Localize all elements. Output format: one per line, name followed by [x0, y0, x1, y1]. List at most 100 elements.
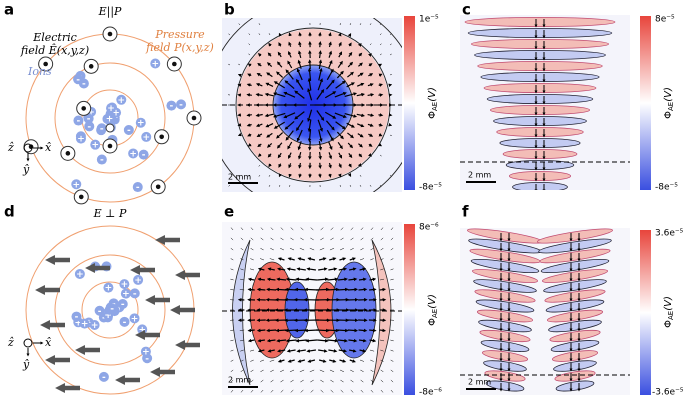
quiver-arrow	[285, 130, 294, 141]
quiver-arrow	[358, 277, 367, 282]
electric-label: Electric	[32, 31, 77, 44]
quiver-arrow	[370, 237, 374, 241]
quiver-arrow	[359, 23, 362, 26]
stripe	[512, 181, 568, 190]
ion	[120, 288, 131, 299]
quiver-arrow	[358, 143, 363, 148]
quiver-arrow	[328, 32, 332, 37]
quiver-arrow	[340, 227, 344, 231]
quiver-arrow	[348, 338, 358, 343]
quiver-arrow	[349, 257, 356, 261]
quiver-arrow	[358, 338, 367, 343]
dot-ion-core	[155, 184, 161, 190]
quiver	[227, 22, 393, 188]
quiver-arrow	[390, 278, 394, 281]
stripe	[472, 269, 538, 283]
quiver-arrow	[250, 379, 254, 383]
quiver-arrow	[380, 237, 384, 241]
ion	[150, 58, 161, 69]
ion	[106, 103, 117, 114]
quiver-arrow	[378, 133, 383, 137]
quiver-arrow	[280, 237, 284, 241]
quiver-arrow	[267, 153, 272, 158]
quiver-arrow	[240, 349, 244, 352]
quiver-arrow	[348, 163, 352, 168]
quiver-arrow	[307, 359, 316, 363]
quiver-arrow	[317, 338, 329, 343]
stripe	[550, 340, 600, 352]
quiver-arrow	[240, 379, 244, 383]
quiver-arrow	[266, 287, 277, 292]
quiver-arrow	[258, 33, 261, 36]
quiver-arrow	[379, 23, 382, 26]
panel-label: b	[224, 1, 235, 19]
quiver-arrow	[339, 247, 345, 251]
stripe	[508, 170, 572, 182]
panel-label: f	[462, 203, 469, 221]
ion	[79, 318, 90, 329]
quiver-arrow	[344, 92, 358, 98]
colorbars: 1e⁻⁵ -8e⁻⁵ 8e⁻⁵ -8e⁻⁵ 8e⁻⁶ -8e⁻⁶ 3.6e⁻⁵ …	[404, 15, 684, 398]
quiver-arrow	[255, 83, 263, 87]
axis-icon	[23, 143, 33, 153]
quiver-arrow	[358, 62, 363, 67]
quiver-arrow	[379, 278, 385, 281]
ion-sign: +	[104, 311, 112, 321]
quiver-arrow	[273, 112, 286, 118]
stripe	[479, 329, 531, 343]
quiver-arrow	[297, 257, 306, 261]
ion	[96, 154, 107, 165]
quiver-arrow	[359, 258, 365, 261]
quiver-arrow	[330, 227, 334, 231]
quiver-arrow	[380, 258, 384, 261]
quiver-arrow	[230, 369, 234, 372]
quiver-arrow	[240, 268, 244, 271]
cbar-label: ΦAE(V)	[663, 87, 675, 119]
quiver-arrow	[246, 113, 252, 117]
quiver-arrow	[325, 120, 335, 131]
colorbar	[404, 16, 415, 190]
quiver-arrow	[240, 369, 244, 373]
quiver-arrow	[257, 267, 265, 271]
quiver-arrow	[247, 143, 252, 147]
ion-sign: +	[121, 280, 129, 290]
quiver-arrow	[337, 277, 348, 282]
stripe	[553, 360, 597, 372]
quiver-arrow	[316, 328, 330, 333]
quiver-arrow	[277, 257, 285, 261]
stripes	[464, 16, 616, 190]
quiver-arrow	[328, 152, 333, 160]
quiver-arrow	[390, 349, 394, 352]
quiver-arrow	[379, 339, 385, 342]
quiver-arrow	[297, 59, 302, 69]
quiver-arrow	[246, 93, 252, 97]
ion	[83, 113, 94, 124]
quiver-arrow	[250, 258, 254, 261]
ion-sign: -	[82, 80, 86, 90]
ion-sign: +	[87, 108, 95, 118]
panel-label: e	[224, 203, 234, 221]
ion-sign: -	[133, 289, 137, 299]
quiver-arrow	[339, 184, 341, 187]
quiver-arrow	[379, 184, 382, 187]
quiver-arrow	[288, 163, 292, 169]
quiver-arrow	[306, 349, 316, 353]
quiver-arrow	[357, 133, 364, 138]
quiver-arrow	[378, 73, 383, 77]
quiver-arrow	[296, 267, 306, 271]
quiver-arrow	[264, 113, 274, 118]
quiver-arrow	[359, 267, 367, 271]
quiver-arrow	[379, 328, 387, 333]
scale-label: 2 mm	[228, 376, 251, 385]
panel-f: f 2 mm	[460, 203, 630, 395]
quiver-arrow	[328, 50, 333, 58]
quiver-arrow	[390, 329, 394, 331]
cbar-unit: (V)	[663, 87, 674, 102]
quiver-arrow	[308, 140, 312, 151]
stripe	[502, 148, 578, 160]
dot-ion-core	[107, 31, 113, 37]
ion-sign: -	[87, 115, 91, 125]
quiver-arrow	[334, 92, 347, 98]
quiver-arrow	[285, 338, 297, 343]
pressure-label: Pressure	[154, 28, 205, 41]
